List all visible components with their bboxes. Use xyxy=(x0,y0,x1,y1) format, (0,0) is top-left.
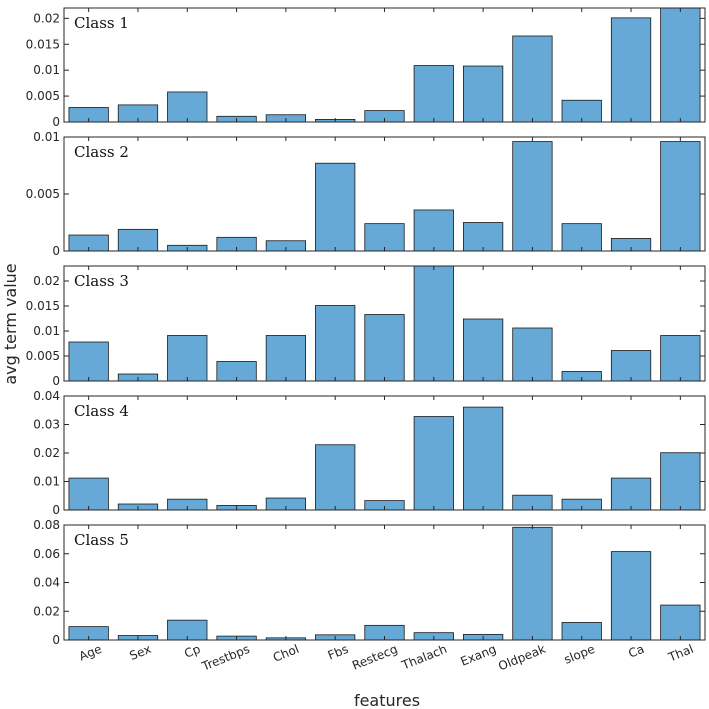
panel-label: Class 5 xyxy=(74,531,129,549)
y-tick-label: 0.04 xyxy=(33,389,60,403)
bar-thal xyxy=(660,141,701,252)
y-tick-label: 0 xyxy=(52,374,60,388)
bar-ca xyxy=(610,477,652,511)
y-tick-label: 0 xyxy=(52,244,60,258)
axes-frame xyxy=(63,395,706,511)
x-tick-label-thal: Thal xyxy=(666,642,696,665)
panel-2: 0 0.005 0.01 Class 2 xyxy=(26,130,706,258)
y-tick-label: 0.02 xyxy=(33,11,60,25)
y-axis-title: avg term value xyxy=(1,263,20,384)
y-tick-label: 0.01 xyxy=(33,475,60,489)
x-tick-label-exang: Exang xyxy=(458,642,498,669)
bar-thal xyxy=(660,7,701,123)
y-tick-label: 0.06 xyxy=(33,547,60,561)
y-tick-label: 0.005 xyxy=(26,89,60,103)
panel-label: Class 4 xyxy=(74,402,129,420)
panel-3: 0 0.005 0.01 0.015 0.02 Class 3 xyxy=(26,265,706,388)
y-tick-label: 0.01 xyxy=(33,324,60,338)
panel-5: 0 0.02 0.04 0.06 0.08 Class 5 xyxy=(33,518,706,647)
bar-oldpeak xyxy=(512,526,553,641)
bar-thalach xyxy=(413,265,454,382)
y-tick-label: 0.08 xyxy=(33,518,60,532)
bar-exang xyxy=(462,222,504,252)
axes-frame xyxy=(63,524,706,641)
x-tick-label-fbs: Fbs xyxy=(326,642,351,663)
x-tick-label-ca: Ca xyxy=(626,642,646,661)
x-tick-label-restecg: Restecg xyxy=(350,642,400,673)
y-tick-label: 0 xyxy=(52,115,60,129)
y-tick-label: 0.015 xyxy=(26,37,60,51)
bar-age xyxy=(68,477,109,511)
bar-ca xyxy=(610,551,652,641)
y-tick-label: 0.01 xyxy=(33,63,60,77)
bar-age xyxy=(68,341,109,382)
bar-slope xyxy=(561,223,602,252)
bar-fbs xyxy=(315,444,356,511)
bar-ca xyxy=(610,17,652,123)
axes-frame xyxy=(63,7,706,123)
y-tick-label: 0.015 xyxy=(26,299,60,313)
bar-thal xyxy=(660,335,701,382)
y-tick-label: 0.02 xyxy=(33,604,60,618)
panel-label: Class 2 xyxy=(74,143,129,161)
bar-thalach xyxy=(413,65,454,123)
bar-oldpeak xyxy=(512,35,553,123)
y-tick-label: 0.03 xyxy=(33,418,60,432)
bar-cp xyxy=(167,91,208,123)
x-axis-title: features xyxy=(354,691,420,709)
bar-oldpeak xyxy=(512,327,553,382)
x-tick-label-age: Age xyxy=(77,642,104,664)
bar-exang xyxy=(462,406,504,511)
y-tick-label: 0 xyxy=(52,633,60,647)
bar-thalach xyxy=(413,209,454,252)
bar-cp xyxy=(167,335,208,382)
bar-thal xyxy=(660,452,701,511)
x-tick-label-cp: Cp xyxy=(182,642,202,661)
bar-exang xyxy=(462,318,504,382)
y-tick-label: 0.02 xyxy=(33,446,60,460)
y-tick-label: 0.04 xyxy=(33,576,60,590)
bar-thalach xyxy=(413,416,454,511)
y-tick-label: 0.005 xyxy=(26,349,60,363)
bar-fbs xyxy=(315,305,356,382)
y-tick-label: 0 xyxy=(52,503,60,517)
x-tick-label-chol: Chol xyxy=(271,642,301,665)
bar-ca xyxy=(610,350,652,382)
panel-1: 0 0.005 0.01 0.015 0.02 Class 1 xyxy=(26,7,706,129)
bar-exang xyxy=(462,65,504,123)
bar-restecg xyxy=(364,223,405,252)
x-tick-label-sex: Sex xyxy=(128,642,154,663)
y-tick-label: 0.005 xyxy=(26,187,60,201)
x-tick-label-oldpeak: Oldpeak xyxy=(496,642,547,674)
bar-thal xyxy=(660,604,701,641)
x-tick-label-trestbps: Trestbps xyxy=(199,642,252,674)
panel-label: Class 3 xyxy=(74,272,129,290)
panel-4: 0 0.01 0.02 0.03 0.04 Class 4 xyxy=(33,389,706,517)
x-tick-label-slope: slope xyxy=(562,642,597,667)
bar-fbs xyxy=(315,162,356,252)
bar-restecg xyxy=(364,314,405,382)
y-tick-label: 0.01 xyxy=(33,130,60,144)
chart-panels: 0 0.005 0.01 0.015 0.02 Class 1 0 0.005 0.01 Clas… xyxy=(26,7,706,647)
y-tick-label: 0.02 xyxy=(33,274,60,288)
bar-chol xyxy=(265,335,307,382)
bar-oldpeak xyxy=(512,141,553,252)
panel-label: Class 1 xyxy=(74,14,129,32)
x-tick-label-thalach: Thalach xyxy=(399,642,449,673)
